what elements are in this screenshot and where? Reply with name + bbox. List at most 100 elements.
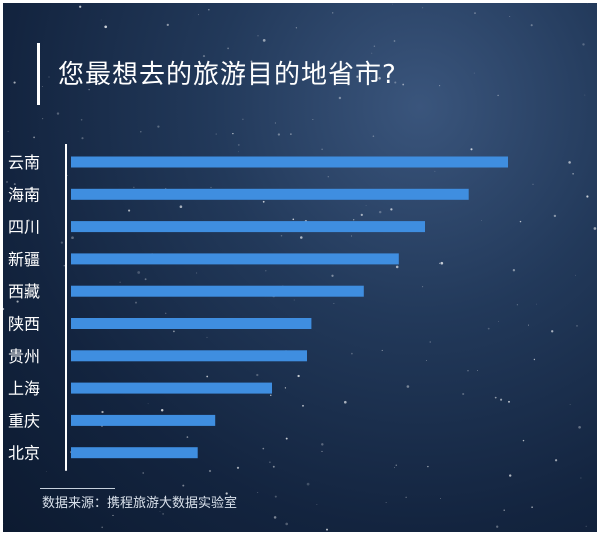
star-dot xyxy=(276,82,279,85)
star-dot xyxy=(393,40,396,42)
star-dot xyxy=(580,477,582,479)
star-dot xyxy=(321,443,324,446)
category-label: 西藏 xyxy=(8,282,40,301)
star-dot xyxy=(41,86,43,87)
star-dot xyxy=(0,259,1,262)
star-dot xyxy=(162,513,164,515)
star-dot xyxy=(100,19,102,21)
star-dot xyxy=(477,370,479,371)
star-dot xyxy=(327,176,329,178)
star-dot xyxy=(467,370,469,372)
star-dot xyxy=(365,205,367,207)
star-dot xyxy=(269,461,271,463)
star-dot xyxy=(586,2,588,4)
star-dot xyxy=(48,76,50,78)
source-note: 数据来源：携程旅游大数据实验室 xyxy=(42,496,238,511)
star-dot xyxy=(474,12,476,14)
star-dot xyxy=(128,209,131,212)
star-dot xyxy=(569,0,571,2)
star-dot xyxy=(509,474,512,477)
star-dot xyxy=(232,132,234,135)
star-dot xyxy=(584,94,586,96)
star-dot xyxy=(67,175,69,176)
star-dot xyxy=(381,349,383,351)
star-dot xyxy=(166,23,169,27)
star-dot xyxy=(262,447,265,450)
category-label: 陕西 xyxy=(8,315,40,334)
star-dot xyxy=(10,164,13,167)
star-dot xyxy=(135,301,137,304)
star-dot xyxy=(133,186,135,188)
star-dot xyxy=(532,183,534,185)
star-dot xyxy=(312,119,314,121)
star-dot xyxy=(498,321,499,322)
star-dot xyxy=(487,327,490,330)
star-dot xyxy=(516,304,519,306)
star-dot xyxy=(392,3,394,5)
star-dot xyxy=(302,404,304,407)
star-dot xyxy=(338,96,342,100)
star-dot xyxy=(373,45,376,47)
chart-title: 您最想去的旅游目的地省市? xyxy=(58,60,397,90)
star-dot xyxy=(208,9,210,11)
bar xyxy=(71,156,508,168)
star-dot xyxy=(509,16,511,18)
star-dot xyxy=(196,272,198,274)
star-dot xyxy=(280,235,283,237)
star-dot xyxy=(439,498,441,499)
star-dot xyxy=(372,135,375,137)
star-dot xyxy=(175,65,177,67)
star-dot xyxy=(593,227,597,230)
star-dot xyxy=(5,180,9,184)
star-dot xyxy=(586,195,589,198)
star-dot xyxy=(265,270,267,272)
star-dot xyxy=(256,373,259,377)
bar xyxy=(71,285,364,297)
star-dot xyxy=(99,0,102,3)
star-dot xyxy=(553,214,557,218)
star-dot xyxy=(333,302,335,304)
star-dot xyxy=(422,286,424,288)
star-dot xyxy=(503,509,505,512)
star-dot xyxy=(473,72,475,74)
star-dot xyxy=(270,394,272,396)
star-dot xyxy=(285,522,289,526)
star-dot xyxy=(290,133,292,135)
star-dot xyxy=(285,437,288,440)
star-dot xyxy=(522,439,525,442)
category-label: 贵州 xyxy=(8,347,40,366)
star-dot xyxy=(512,269,516,272)
star-dot xyxy=(238,151,239,153)
star-dot xyxy=(206,375,209,378)
star-dot xyxy=(101,410,104,414)
star-dot xyxy=(37,189,40,191)
star-dot xyxy=(371,75,373,77)
star-dot xyxy=(257,492,259,493)
star-dot xyxy=(440,261,444,265)
star-dot xyxy=(508,400,510,403)
category-label: 上海 xyxy=(8,379,40,398)
star-dot xyxy=(395,265,399,269)
star-dot xyxy=(144,278,147,281)
star-dot xyxy=(140,131,142,133)
star-dot xyxy=(481,220,482,221)
star-dot xyxy=(496,525,499,528)
star-dot xyxy=(165,312,167,314)
star-dot xyxy=(406,385,410,388)
star-dot xyxy=(528,324,529,326)
star-dot xyxy=(470,148,473,151)
category-label: 海南 xyxy=(8,185,40,204)
star-dot xyxy=(306,482,310,486)
bar xyxy=(71,253,399,265)
star-dot xyxy=(202,55,206,58)
star-dot xyxy=(551,330,554,333)
star-dot xyxy=(422,7,424,9)
star-dot xyxy=(60,241,64,244)
star-dot xyxy=(576,325,578,327)
star-dot xyxy=(439,85,441,87)
star-dot xyxy=(63,264,66,267)
star-dot xyxy=(30,196,32,199)
title-accent-bar xyxy=(37,43,40,105)
star-dot xyxy=(81,137,84,140)
